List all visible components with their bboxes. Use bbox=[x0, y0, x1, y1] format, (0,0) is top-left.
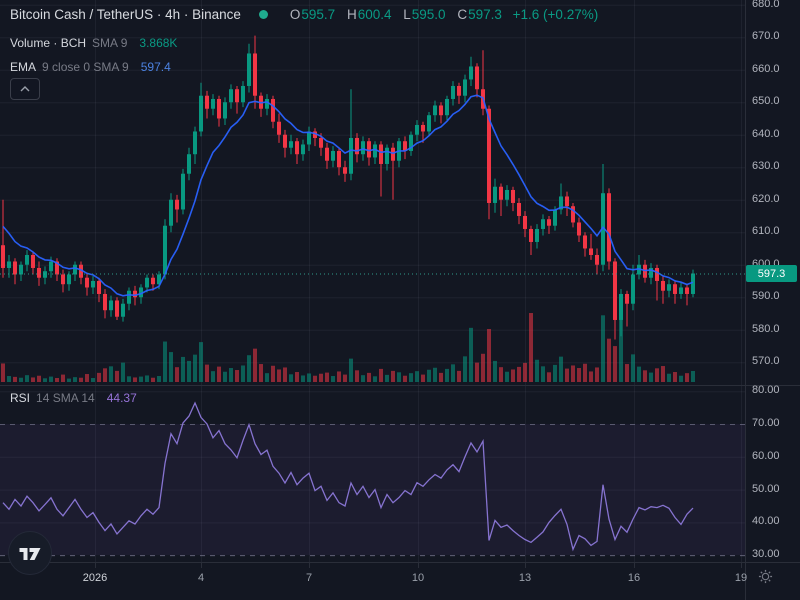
price-axis-label: 580.0 bbox=[752, 322, 780, 335]
ema-legend[interactable]: EMA 9 close 0 SMA 9 597.4 bbox=[10, 60, 171, 74]
close-value: 597.3 bbox=[468, 7, 502, 22]
price-axis-label: 670.0 bbox=[752, 30, 780, 43]
volume-legend-title: Volume · BCH bbox=[10, 36, 87, 50]
time-axis-label: 4 bbox=[197, 572, 205, 584]
rsi-axis-label: 70.00 bbox=[752, 417, 780, 429]
gear-icon-glyph bbox=[758, 569, 772, 583]
price-axis-label: 610.0 bbox=[752, 225, 780, 238]
rsi-value: 44.37 bbox=[106, 391, 137, 405]
price-axis-label: 650.0 bbox=[752, 95, 780, 108]
tradingview-logo-glyph bbox=[19, 548, 40, 560]
close-label: C bbox=[457, 7, 468, 22]
rsi-axis[interactable]: 80.00 70.00 60.00 50.00 40.00 30.00 bbox=[745, 0, 800, 600]
price-axis-label: 620.0 bbox=[752, 192, 780, 205]
time-axis-label: 13 bbox=[518, 572, 532, 584]
rsi-axis-label: 40.00 bbox=[752, 515, 780, 528]
ema-legend-title: EMA bbox=[10, 60, 37, 74]
rsi-axis-label: 50.00 bbox=[752, 482, 780, 495]
rsi-params: 14 SMA 14 bbox=[36, 391, 95, 405]
symbol-header: Bitcoin Cash / TetherUS · 4h · Binance O… bbox=[10, 7, 598, 22]
chevron-up-icon bbox=[20, 86, 30, 92]
time-axis-label: 2026 bbox=[82, 572, 108, 584]
settings-icon[interactable] bbox=[755, 566, 775, 586]
rsi-axis-label: 30.00 bbox=[752, 548, 780, 561]
rsi-legend[interactable]: RSI 14 SMA 14 44.37 bbox=[10, 391, 137, 405]
ohlc-readout: O595.7 H600.4 L595.0 C597.3 +1.6 (+0.27%… bbox=[290, 7, 598, 22]
time-axis-label: 7 bbox=[305, 572, 313, 584]
market-status-dot[interactable] bbox=[258, 10, 268, 19]
price-axis-label: 570.0 bbox=[752, 355, 780, 368]
open-label: O bbox=[289, 7, 301, 22]
price-axis-label: 590.0 bbox=[752, 290, 780, 303]
rsi-legend-title: RSI bbox=[10, 391, 31, 405]
tradingview-logo[interactable] bbox=[8, 531, 52, 575]
symbol-title[interactable]: Bitcoin Cash / TetherUS · 4h · Binance bbox=[10, 7, 241, 22]
ema-value: 597.4 bbox=[140, 60, 171, 74]
last-price-badge: 597.3 bbox=[746, 265, 797, 282]
volume-sma-label: SMA 9 bbox=[92, 36, 128, 50]
low-value: 595.0 bbox=[411, 7, 446, 22]
high-value: 600.4 bbox=[357, 7, 392, 22]
change-value: +1.6 (+0.27%) bbox=[512, 7, 599, 22]
price-axis-label: 680.0 bbox=[752, 0, 780, 10]
ema-params: 9 close 0 SMA 9 bbox=[42, 60, 129, 74]
price-axis-label: 660.0 bbox=[752, 62, 780, 75]
price-axis-label: 640.0 bbox=[752, 127, 780, 140]
collapse-pane-button[interactable] bbox=[10, 78, 40, 100]
volume-value: 3.868K bbox=[139, 36, 178, 50]
rsi-axis-label: 80.00 bbox=[752, 384, 780, 397]
time-axis-label: 10 bbox=[411, 572, 425, 584]
time-axis-label: 19 bbox=[734, 572, 748, 584]
rsi-axis-label: 60.00 bbox=[752, 449, 780, 462]
price-axis-label: 630.0 bbox=[752, 160, 780, 173]
time-axis-label: 16 bbox=[627, 572, 641, 584]
open-value: 595.7 bbox=[301, 7, 336, 22]
high-label: H bbox=[346, 7, 357, 22]
volume-legend[interactable]: Volume · BCH SMA 9 3.868K bbox=[10, 36, 177, 50]
time-axis[interactable]: 2026 4 7 10 13 16 19 bbox=[0, 563, 800, 600]
low-label: L bbox=[403, 7, 411, 22]
